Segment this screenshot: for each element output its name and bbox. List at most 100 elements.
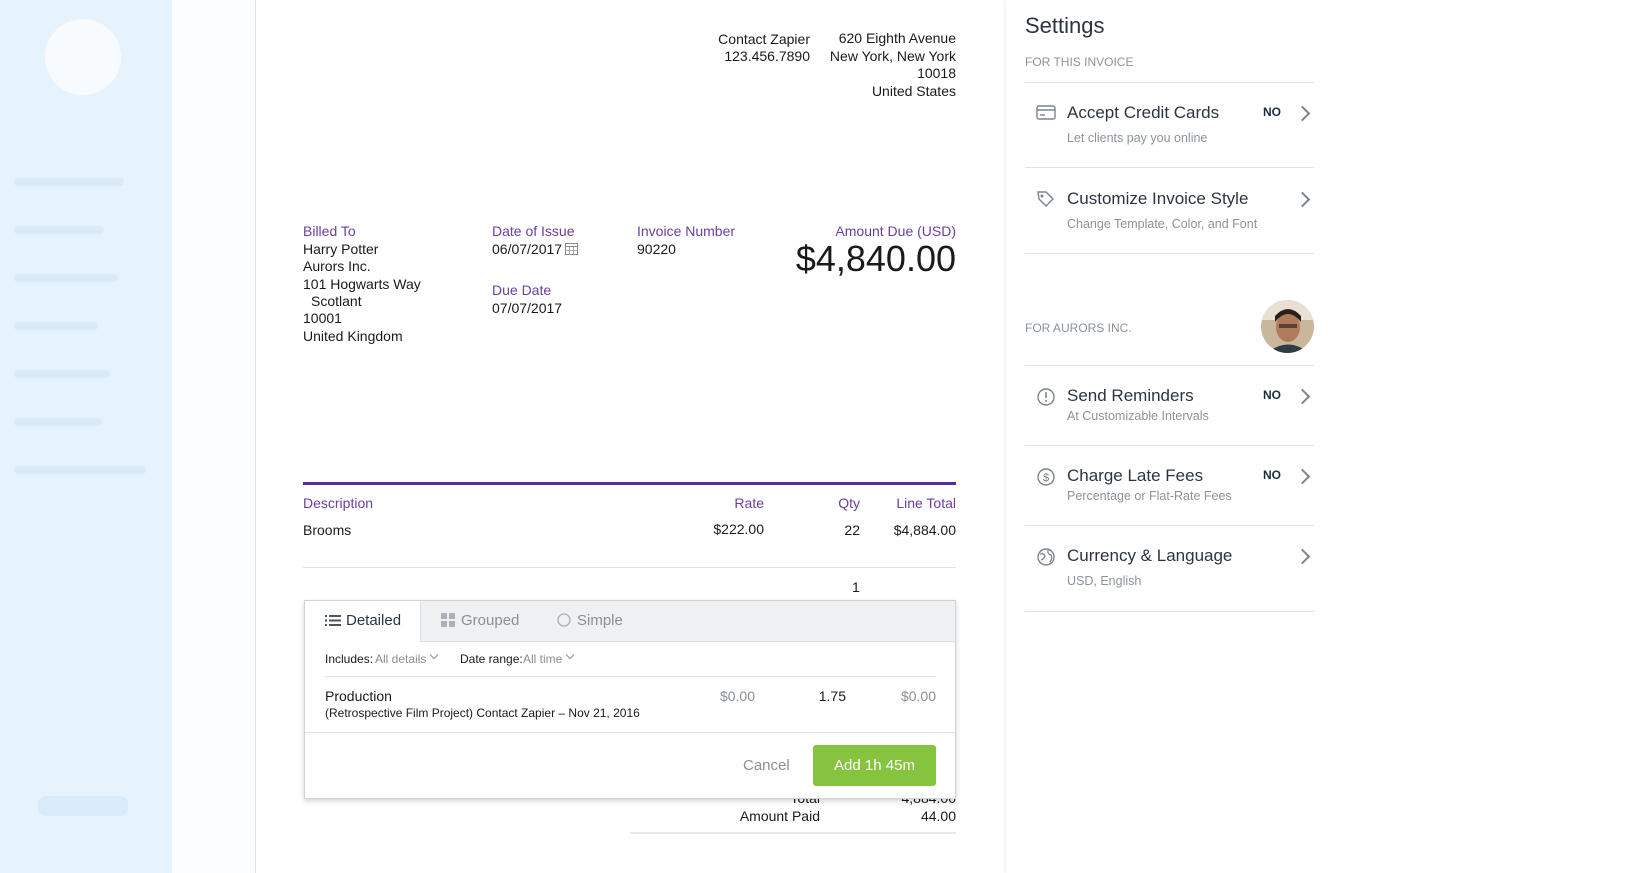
company-address: 620 Eighth Avenue xyxy=(838,30,956,46)
amount-paid-label: Amount Paid xyxy=(739,808,820,824)
company-address: 10018 xyxy=(917,65,956,81)
divider xyxy=(1025,82,1314,83)
divider xyxy=(1025,253,1314,254)
setting-status: NO xyxy=(1263,468,1281,482)
due-date-value[interactable]: 07/07/2017 xyxy=(492,300,563,316)
invoice-number-value[interactable]: 90220 xyxy=(637,241,676,257)
settings-title: Settings xyxy=(1025,13,1105,38)
column-header: Qty xyxy=(838,495,860,511)
entry-total: $0.00 xyxy=(900,688,936,704)
nav-item[interactable] xyxy=(14,418,102,426)
company-phone: 123.456.7890 xyxy=(724,48,810,64)
divider xyxy=(1025,611,1314,612)
includes-label: Includes: xyxy=(325,652,374,666)
setting-subtitle: At Customizable Intervals xyxy=(1067,409,1209,423)
company-address: New York, New York xyxy=(829,48,956,64)
avatar-placeholder xyxy=(45,19,121,95)
setting-title[interactable]: Customize Invoice Style xyxy=(1067,189,1249,208)
billed-to-line: 101 Hogwarts Way xyxy=(303,276,421,292)
nav-item[interactable] xyxy=(14,322,98,330)
date-range-value[interactable]: All time xyxy=(523,652,563,666)
nav-item[interactable] xyxy=(14,226,104,234)
divider xyxy=(1025,167,1314,168)
calendar-icon[interactable] xyxy=(565,242,578,255)
setting-title[interactable]: Currency & Language xyxy=(1067,546,1233,565)
nav-item[interactable] xyxy=(14,274,118,282)
settings-panel xyxy=(1006,0,1628,873)
grid-icon xyxy=(441,613,455,627)
setting-subtitle: Change Template, Color, and Font xyxy=(1067,217,1258,231)
divider xyxy=(630,832,956,834)
entry-rate: $0.00 xyxy=(719,688,755,704)
nav-item[interactable] xyxy=(14,466,146,474)
add-button[interactable] xyxy=(813,745,936,786)
divider xyxy=(1025,525,1314,526)
globe-icon xyxy=(1037,548,1055,566)
circle-icon xyxy=(557,613,571,627)
setting-subtitle: Let clients pay you online xyxy=(1067,131,1208,145)
line-item-rate[interactable]: $222.00 xyxy=(713,521,764,537)
credit-card-icon xyxy=(1036,105,1056,120)
dropdown-chevron[interactable] xyxy=(429,650,439,660)
date-range-label: Date range: xyxy=(460,652,523,666)
billed-to-line: Scotlant xyxy=(311,293,362,309)
setting-status: NO xyxy=(1263,105,1281,119)
svg-text:$: $ xyxy=(1043,472,1049,484)
divider xyxy=(1025,365,1314,366)
list-icon xyxy=(325,615,341,626)
tab-label[interactable]: Detailed xyxy=(346,612,402,629)
includes-value[interactable]: All details xyxy=(375,652,427,666)
cancel-button[interactable]: Cancel xyxy=(743,757,790,774)
amount-paid-value: 44.00 xyxy=(920,808,956,824)
date-of-issue-label: Date of Issue xyxy=(492,223,575,239)
late-fee-icon: $ xyxy=(1037,468,1055,486)
entry-detail: (Retrospective Film Project) Contact Zap… xyxy=(325,706,640,720)
billed-to-line: Harry Potter xyxy=(303,241,379,257)
sidebar xyxy=(0,0,172,873)
table-top-rule xyxy=(303,482,956,485)
column-header: Description xyxy=(303,495,374,511)
date-of-issue-value[interactable]: 06/07/2017 xyxy=(492,241,563,257)
setting-subtitle: USD, English xyxy=(1067,574,1142,588)
style-icon xyxy=(1037,191,1054,207)
tab-label[interactable]: Simple xyxy=(577,612,623,629)
tab-label[interactable]: Grouped xyxy=(461,612,520,629)
add-button-label[interactable]: Add 1h 45m xyxy=(834,757,915,774)
setting-status: NO xyxy=(1263,388,1281,402)
billed-to-line: 10001 xyxy=(303,310,342,326)
nav-item[interactable] xyxy=(14,370,110,378)
entry-qty: 1.75 xyxy=(818,688,846,704)
nav-footer[interactable] xyxy=(38,796,128,816)
page-number: 1 xyxy=(852,579,860,595)
line-item-total: $4,884.00 xyxy=(893,522,956,538)
billed-to-label: Billed To xyxy=(303,223,356,239)
divider xyxy=(1025,445,1314,446)
amount-due-label: Amount Due (USD) xyxy=(835,223,956,239)
client-avatar xyxy=(1261,300,1314,353)
column-header: Line Total xyxy=(896,495,956,511)
setting-title[interactable]: Charge Late Fees xyxy=(1067,466,1204,485)
setting-subtitle: Percentage or Flat-Rate Fees xyxy=(1067,489,1232,503)
billed-to-line: Aurors Inc. xyxy=(303,258,371,274)
section-label: FOR THIS INVOICE xyxy=(1025,55,1134,69)
tab-active[interactable] xyxy=(305,601,421,642)
reminder-icon xyxy=(1037,388,1055,406)
divider xyxy=(325,676,936,677)
due-date-label: Due Date xyxy=(492,282,552,298)
section-label: FOR AURORS INC. xyxy=(1025,321,1132,335)
setting-title[interactable]: Accept Credit Cards xyxy=(1067,103,1220,122)
company-contact: Contact Zapier xyxy=(718,31,810,47)
amount-due-value: $4,840.00 xyxy=(795,238,956,279)
nav-item[interactable] xyxy=(14,178,124,186)
divider xyxy=(303,567,956,568)
line-item-qty[interactable]: 22 xyxy=(844,522,860,538)
billed-to-line: United Kingdom xyxy=(303,328,403,344)
line-item-description[interactable]: Brooms xyxy=(303,522,352,538)
time-panel: Detailed Grouped Simple Includes: All de… xyxy=(304,600,956,799)
divider xyxy=(305,732,955,733)
invoice-number-label: Invoice Number xyxy=(637,223,736,239)
column-header: Rate xyxy=(734,495,764,511)
setting-title[interactable]: Send Reminders xyxy=(1067,386,1194,405)
dropdown-chevron[interactable] xyxy=(565,650,575,660)
entry-title: Production xyxy=(325,688,392,704)
